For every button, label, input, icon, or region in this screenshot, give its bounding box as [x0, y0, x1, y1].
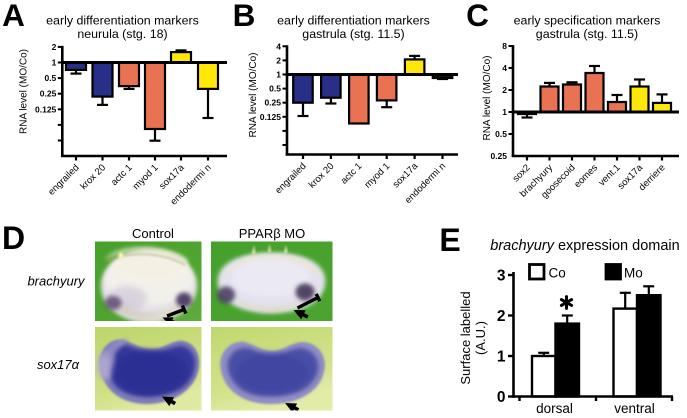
svg-text:engrailed: engrailed — [273, 161, 308, 196]
svg-text:RNA level (MO/Co): RNA level (MO/Co) — [248, 52, 259, 137]
svg-text:0.25: 0.25 — [264, 98, 281, 108]
svg-text:sox17α: sox17α — [37, 357, 80, 372]
svg-text:Surface labelled: Surface labelled — [458, 291, 473, 384]
svg-text:krox 20: krox 20 — [78, 162, 108, 192]
svg-text:Mo: Mo — [624, 266, 643, 281]
svg-text:0.125: 0.125 — [35, 104, 57, 114]
svg-text:ventral: ventral — [614, 401, 655, 416]
svg-text:A: A — [2, 0, 25, 33]
svg-text:neurula (stg. 18): neurula (stg. 18) — [77, 27, 167, 41]
svg-text:2: 2 — [497, 308, 506, 325]
svg-text:2: 2 — [502, 85, 507, 95]
svg-text:gastrula (stg. 11.5): gastrula (stg. 11.5) — [536, 27, 638, 41]
svg-text:RNA level (MO/Co): RNA level (MO/Co) — [482, 55, 493, 140]
svg-text:dorsal: dorsal — [536, 401, 573, 416]
svg-text:1: 1 — [276, 70, 281, 80]
svg-text:0.5: 0.5 — [269, 84, 281, 94]
svg-text:eomes: eomes — [572, 162, 600, 190]
svg-text:1: 1 — [502, 107, 507, 117]
svg-text:0.5: 0.5 — [495, 129, 507, 139]
svg-text:4: 4 — [276, 41, 281, 51]
svg-text:early differentiation markers: early differentiation markers — [277, 14, 430, 28]
svg-text:engrailed: engrailed — [46, 162, 81, 197]
svg-text:0: 0 — [497, 389, 506, 406]
svg-text:8: 8 — [502, 41, 507, 51]
svg-text:0.125: 0.125 — [260, 112, 282, 122]
svg-text:0.5: 0.5 — [44, 73, 56, 83]
svg-text:gastrula (stg. 11.5): gastrula (stg. 11.5) — [302, 27, 404, 41]
svg-text:0.25: 0.25 — [40, 89, 57, 99]
svg-text:3: 3 — [497, 268, 506, 285]
svg-text:1: 1 — [497, 349, 506, 366]
svg-text:early specification markers: early specification markers — [514, 14, 661, 28]
svg-text:D: D — [2, 220, 25, 256]
svg-text:brachyury expression domain: brachyury expression domain — [490, 238, 679, 254]
svg-text:Co: Co — [549, 266, 566, 281]
svg-text:krox 20: krox 20 — [307, 161, 337, 191]
svg-text:PPARβ MO: PPARβ MO — [239, 226, 305, 241]
svg-text:actc 1: actc 1 — [339, 161, 365, 187]
svg-text:myod 1: myod 1 — [131, 162, 161, 192]
svg-text:RNA level (MO/Co): RNA level (MO/Co) — [19, 49, 30, 134]
svg-text:4: 4 — [502, 63, 507, 73]
svg-text:2: 2 — [276, 55, 281, 65]
svg-text:E: E — [439, 222, 460, 258]
svg-text:B: B — [233, 0, 256, 33]
svg-text:brachyury: brachyury — [27, 274, 86, 289]
svg-text:(A.U.): (A.U.) — [473, 321, 488, 355]
svg-text:early differentiation markers: early differentiation markers — [46, 14, 199, 28]
svg-text:1: 1 — [52, 58, 57, 68]
svg-text:myod 1: myod 1 — [363, 161, 393, 191]
svg-text:Control: Control — [132, 226, 174, 241]
svg-text:C: C — [466, 0, 489, 33]
svg-text:0.25: 0.25 — [490, 151, 507, 161]
svg-text:2: 2 — [52, 42, 57, 52]
